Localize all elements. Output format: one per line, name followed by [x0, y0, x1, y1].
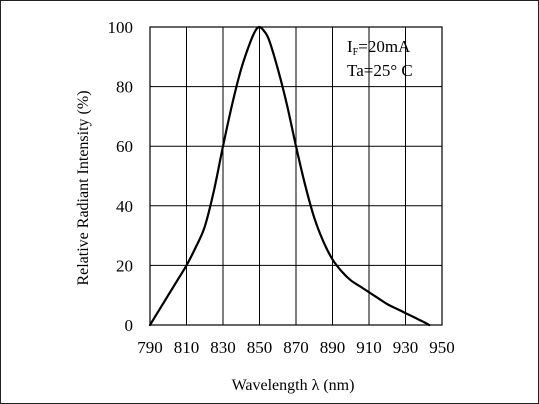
x-tick-label: 870	[283, 338, 309, 357]
intensity-curve	[148, 25, 431, 327]
x-tick-label: 930	[393, 338, 419, 357]
y-tick-label: 0	[125, 316, 134, 335]
y-tick-label: 60	[116, 137, 133, 156]
x-tick-label: 850	[247, 338, 273, 357]
grid	[149, 26, 443, 326]
x-tick-label: 950	[429, 338, 455, 357]
x-axis-label: Wavelength λ (nm)	[232, 377, 355, 394]
x-tick-label: 910	[356, 338, 382, 357]
y-axis-label: Relative Radiant Intensity (%)	[75, 90, 92, 285]
plot-border	[149, 26, 443, 326]
x-tick-label: 810	[174, 338, 200, 357]
annotation-temperature: Ta=25° C	[347, 61, 413, 80]
y-tick-label: 80	[116, 78, 133, 97]
annotation-current: IF=20mA	[347, 37, 411, 58]
x-tick-labels: 790 810 830 850 870 890 910 930 950	[137, 338, 455, 357]
y-tick-label: 40	[116, 197, 133, 216]
x-tick-label: 790	[137, 338, 163, 357]
y-tick-label: 20	[116, 256, 133, 275]
x-tick-label: 890	[320, 338, 346, 357]
x-tick-label: 830	[210, 338, 236, 357]
y-tick-labels: 0 20 40 60 80 100	[108, 18, 134, 335]
y-tick-label: 100	[108, 18, 134, 37]
curve-layer	[148, 25, 431, 327]
